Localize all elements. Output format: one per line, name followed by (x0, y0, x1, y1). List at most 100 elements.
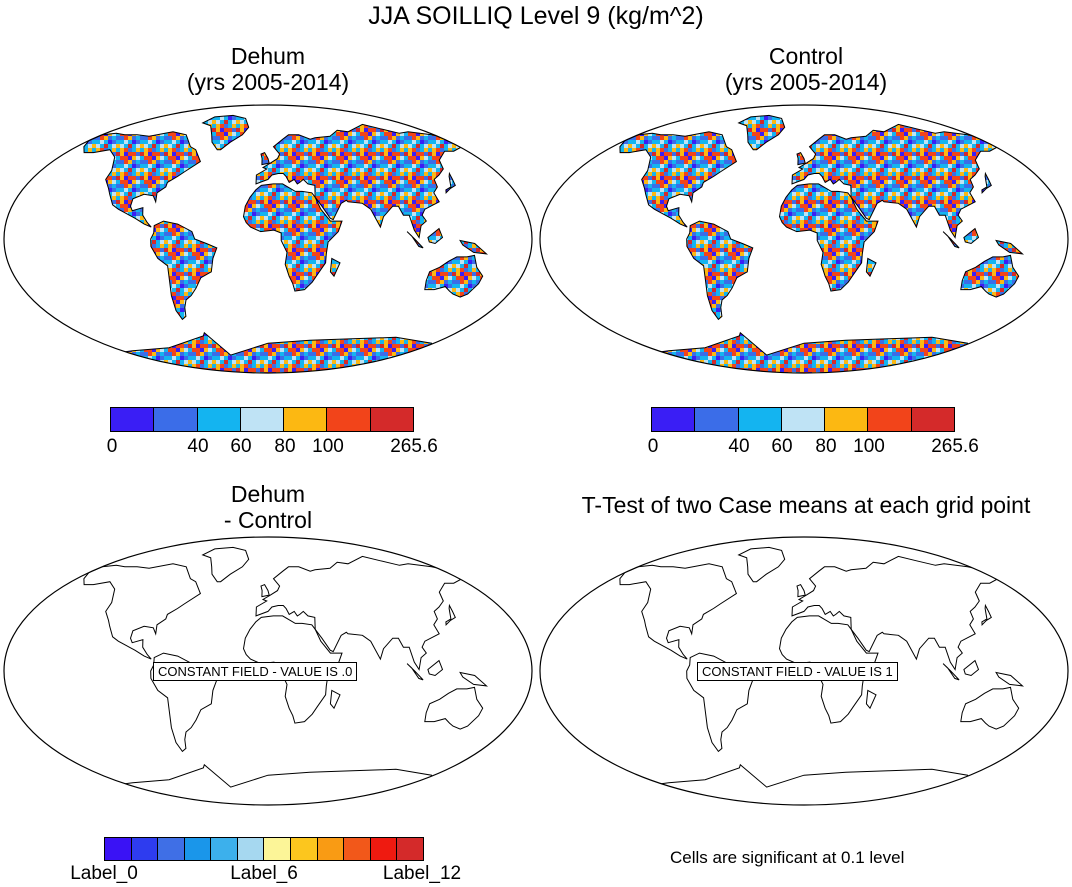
coastline (255, 555, 463, 671)
landmass (83, 131, 202, 228)
colorbar-dehum-tick: 100 (312, 436, 344, 457)
colorbar-swatch (158, 838, 185, 860)
coastline (459, 671, 489, 687)
landmass (634, 331, 973, 373)
coastline (865, 689, 877, 710)
colorbar-dehum (110, 407, 414, 432)
colorbar-swatch (111, 408, 155, 431)
landmass (459, 239, 489, 255)
colorbar-swatch (240, 408, 285, 431)
coastline (83, 563, 202, 660)
map-dehum (3, 104, 533, 374)
coastline (445, 603, 456, 626)
coastline (619, 563, 738, 660)
coastline (260, 583, 270, 598)
colorbar-swatch (344, 838, 371, 860)
colorbar-difference (104, 837, 424, 861)
colorbar-dehum-tick: 80 (274, 436, 296, 457)
panel-3-title-line2: - Control (223, 506, 313, 533)
coastline (796, 583, 806, 598)
coastline (791, 555, 999, 671)
landmass (445, 171, 456, 194)
colorbar-swatch (264, 838, 292, 860)
colorbar-swatch (105, 838, 132, 860)
landmass (255, 123, 463, 239)
coastline (424, 686, 484, 730)
colorbar-swatch (825, 408, 869, 431)
colorbar-dehum-tick: 60 (230, 436, 252, 457)
landmass (260, 151, 270, 166)
colorbar-swatch (370, 408, 413, 431)
coastline (98, 763, 437, 805)
colorbar-control-tick: 0 (647, 436, 659, 457)
colorbar-dehum-tick: 265.6 (390, 436, 438, 457)
coastline (963, 659, 980, 677)
colorbar-control-tick: 265.6 (931, 436, 979, 457)
significance-footnote: Cells are significant at 0.1 level (670, 848, 905, 867)
landmass (778, 183, 879, 292)
colorbar-swatch (397, 838, 423, 860)
map-border (539, 104, 1069, 374)
constant-field-label-ttest: CONSTANT FIELD - VALUE IS 1 (697, 662, 898, 681)
landmass (242, 183, 343, 292)
landmass (427, 227, 444, 245)
colorbar-swatch (291, 838, 318, 860)
colorbar-difference-tick: Label_12 (382, 863, 462, 884)
colorbar-control-tick: 40 (728, 436, 750, 457)
panel-3-title-line1: Dehum (230, 481, 306, 507)
landmass (791, 123, 999, 239)
colorbar-swatch (911, 408, 954, 431)
map-ttest (539, 536, 1069, 806)
coastline (406, 663, 424, 681)
constant-field-label-difference: CONSTANT FIELD - VALUE IS .0 (153, 662, 358, 681)
panel-2-title-line1: Control (768, 43, 844, 69)
colorbar-swatch (154, 408, 198, 431)
landmass (619, 131, 738, 228)
figure-title: JJA SOILLIQ Level 9 (kg/m^2) (368, 2, 704, 30)
landmass (424, 254, 484, 298)
colorbar-control-tick: 80 (815, 436, 837, 457)
coastline (960, 686, 1020, 730)
landmass (329, 257, 341, 278)
coastline (634, 763, 973, 805)
panel-1-title: Dehum (yrs 2005-2014) (118, 43, 418, 96)
landmass (981, 171, 992, 194)
colorbar-swatch (284, 408, 328, 431)
colorbar-difference-tick: Label_6 (230, 863, 298, 884)
coastline (737, 546, 786, 583)
map-border (3, 536, 533, 806)
landmass (995, 239, 1025, 255)
panel-1-title-line2: (yrs 2005-2014) (186, 68, 350, 95)
colorbar-control-tick: 60 (771, 436, 793, 457)
map-control (539, 104, 1069, 374)
panel-1-title-line1: Dehum (230, 43, 306, 69)
colorbar-swatch (370, 838, 398, 860)
panel-2-title: Control (yrs 2005-2014) (656, 43, 956, 96)
colorbar-swatch (317, 838, 345, 860)
coastline (201, 546, 250, 583)
panel-4-title: T-Test of two Case means at each grid po… (581, 492, 1031, 518)
map-border (539, 536, 1069, 806)
colorbar-swatch (197, 408, 241, 431)
colorbar-control (651, 407, 955, 432)
colorbar-control-tick: 100 (853, 436, 885, 457)
landmass (737, 114, 786, 151)
landmass (406, 231, 424, 249)
colorbar-dehum-tick: 0 (106, 436, 118, 457)
colorbar-swatch (237, 838, 265, 860)
coastline (427, 659, 444, 677)
panel-2-title-line2: (yrs 2005-2014) (724, 68, 888, 95)
coastline (942, 663, 960, 681)
landmass (98, 331, 437, 373)
landmass (960, 254, 1020, 298)
landmass (963, 227, 980, 245)
colorbar-swatch (184, 838, 212, 860)
landmass (201, 114, 250, 151)
colorbar-difference-tick: Label_0 (70, 863, 138, 884)
colorbar-swatch (131, 838, 159, 860)
map-difference (3, 536, 533, 806)
colorbar-swatch (738, 408, 782, 431)
colorbar-swatch (695, 408, 739, 431)
colorbar-swatch (868, 408, 912, 431)
panel-3-title: Dehum - Control (118, 481, 418, 534)
